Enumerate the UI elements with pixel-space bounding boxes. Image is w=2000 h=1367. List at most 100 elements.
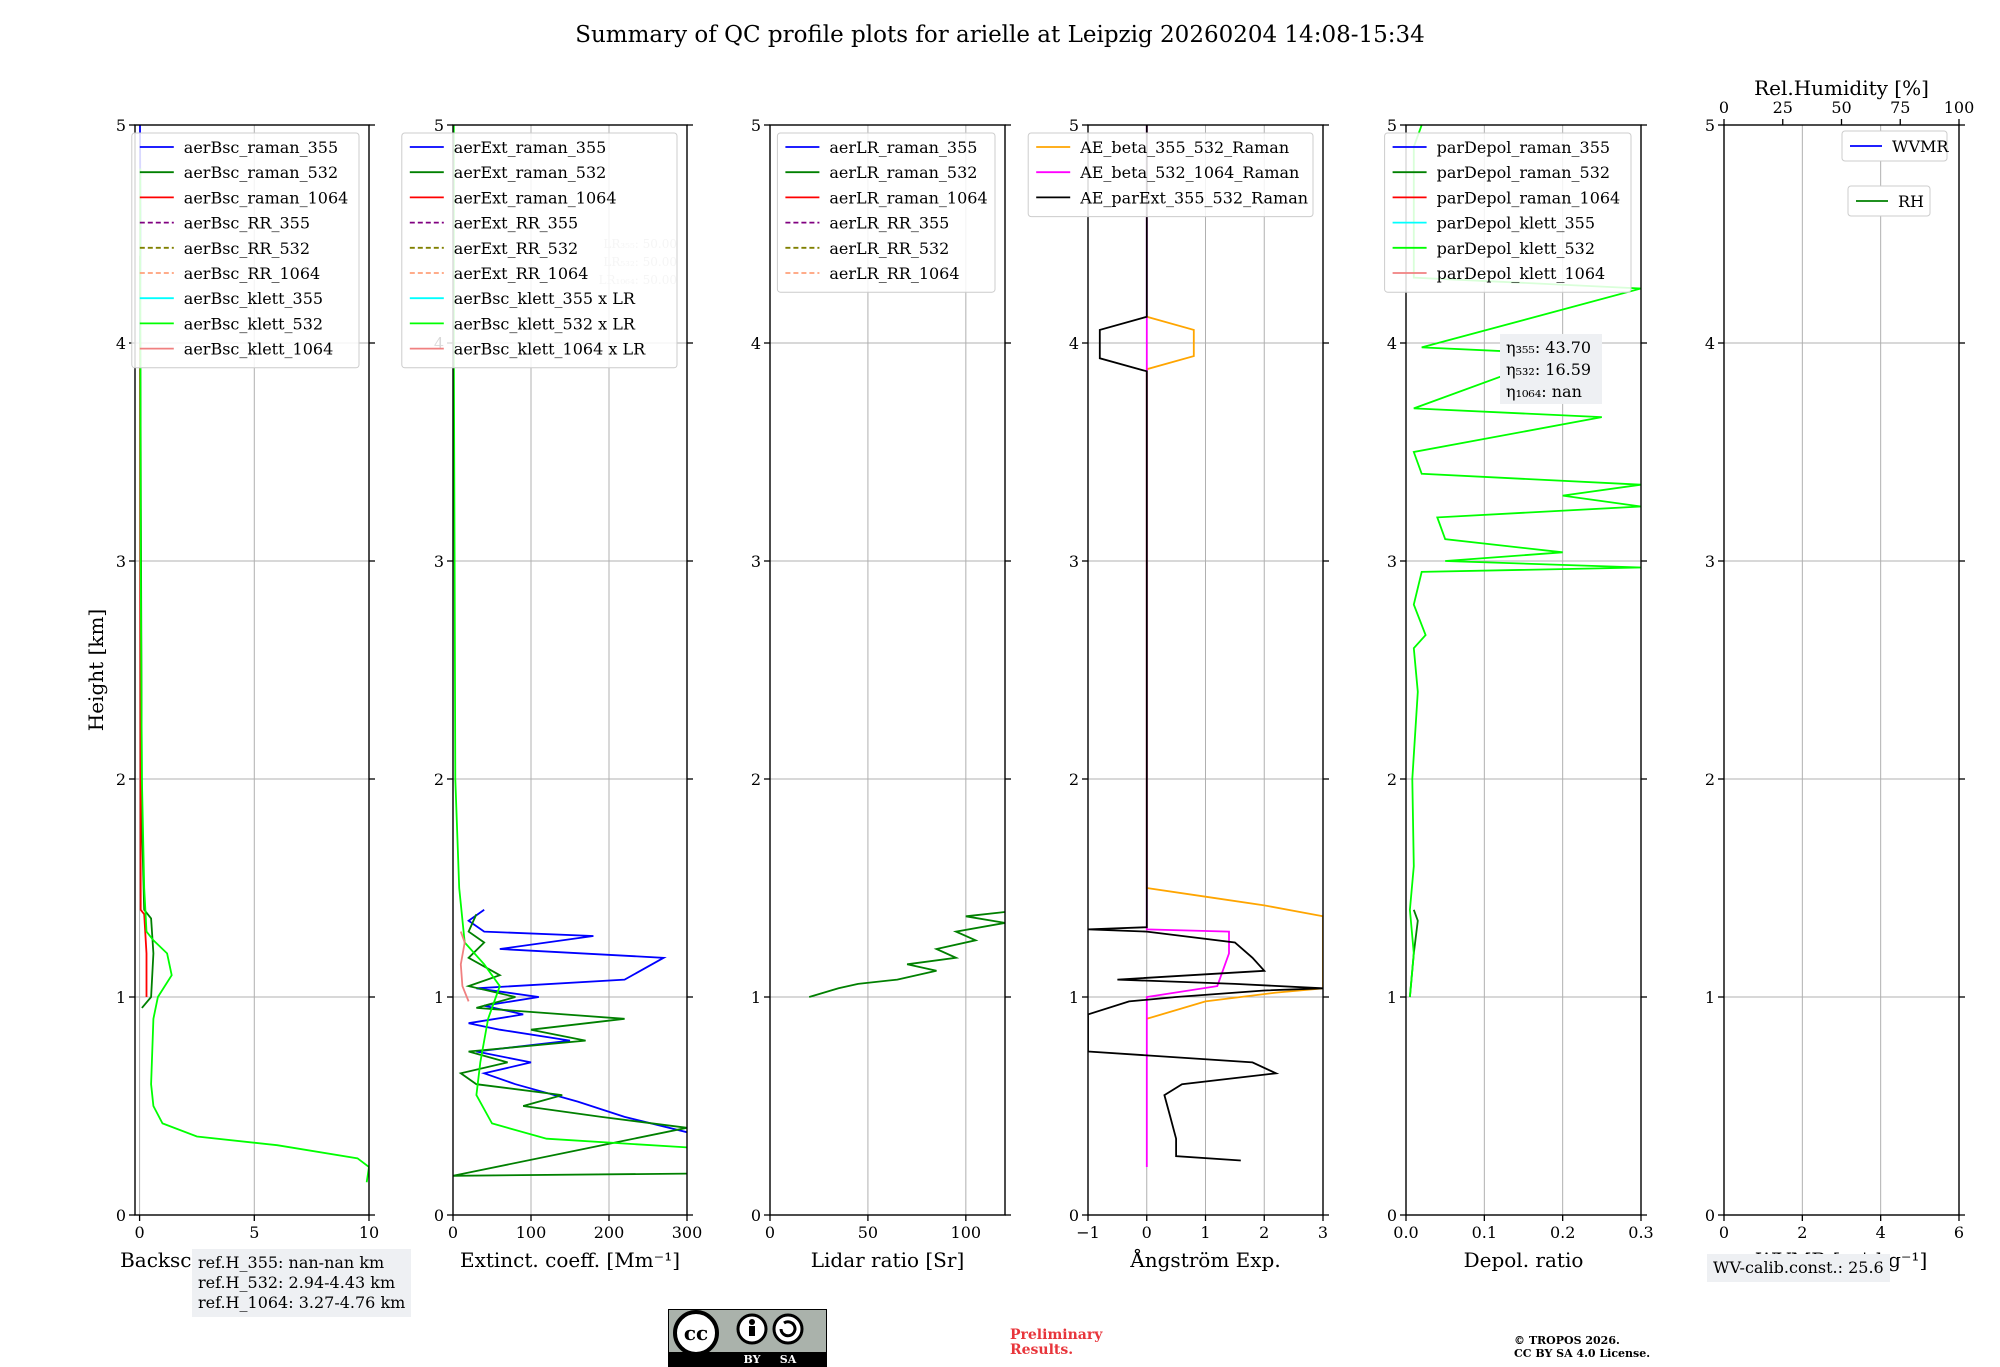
legend-label: aerLR_RR_1064 (829, 264, 959, 283)
x-tick-label: 300 (672, 1223, 703, 1242)
eta-line: η₅₃₂: 16.59 (1506, 360, 1591, 379)
x-axis-label: Ångström Exp. (1129, 1247, 1280, 1272)
legend-label: aerExt_raman_355 (454, 138, 607, 157)
legend-label: aerExt_RR_355 (454, 214, 578, 233)
eta-line: η₁₀₆₄: nan (1506, 382, 1582, 401)
y-tick-label: 5 (1069, 116, 1079, 135)
legend-backscatter: aerBsc_raman_355 aerBsc_raman_532 aerBsc_r… (131, 132, 360, 369)
x-tick-label: 10 (359, 1223, 379, 1242)
eta-line: η₃₅₅: 43.70 (1506, 338, 1591, 357)
legend-angstrom: AE_beta_355_532_Raman AE_beta_532_1064_Ra… (1027, 132, 1314, 218)
y-tick-label: 1 (1387, 988, 1397, 1007)
legend-label: parDepol_raman_532 (1437, 163, 1610, 182)
y-tick-label: 0 (751, 1206, 761, 1225)
legend-label: AE_beta_532_1064_Raman (1079, 163, 1299, 182)
legend-label: aerBsc_RR_355 (184, 214, 310, 233)
legend-label: aerExt_raman_1064 (454, 188, 617, 207)
legend-lidar_ratio: aerLR_raman_355 aerLR_raman_532 aerLR_rama… (776, 132, 996, 293)
x-tick-label: 0 (765, 1223, 775, 1242)
x-tick-label: 1 (1200, 1223, 1210, 1242)
series-line-aerBsc_klett_1064 x LR (459, 931, 470, 1002)
y-tick-label: 2 (1705, 770, 1715, 789)
x-tick-label: 0.3 (1628, 1223, 1653, 1242)
series-line-AE_beta_355_532_Raman (1145, 315, 1323, 1020)
y-tick-label: 5 (751, 116, 761, 135)
axes-frame (134, 124, 370, 1216)
copyright-note: © TROPOS 2026. CC BY SA 4.0 License. (1514, 1334, 1651, 1360)
legend-label: parDepol_raman_355 (1437, 138, 1610, 157)
top-x-tick-label: 100 (1944, 98, 1975, 117)
legend-label: aerExt_RR_1064 (454, 264, 589, 283)
preliminary-note: Preliminary Results. (1010, 1327, 1103, 1358)
y-tick-label: 0 (1387, 1206, 1397, 1225)
x-axis-label: Extinct. coeff. [Mm⁻¹] (460, 1248, 680, 1272)
y-tick-label: 3 (1069, 552, 1079, 571)
y-tick-label: 2 (1069, 770, 1079, 789)
x-axis-label: Lidar ratio [Sr] (811, 1248, 965, 1272)
figure-title: Summary of QC profile plots for arielle … (575, 22, 1425, 48)
legend-label: aerBsc_klett_532 x LR (454, 314, 636, 333)
legend-WVMR: WVMR (1841, 130, 1949, 162)
legend-label: aerBsc_raman_532 (184, 163, 338, 182)
legend-label: aerExt_RR_532 (454, 239, 578, 258)
panel-wvmr: 0246012345WVMR [g * kg⁻¹]0255075100Rel.H… (1705, 76, 1974, 1272)
eta-annotation: η₃₅₅: 43.70 η₅₃₂: 16.59 η₁₀₆₄: nan (1500, 334, 1602, 404)
ref-height-532: ref.H_532: 2.94-4.43 km (198, 1273, 396, 1292)
y-tick-label: 5 (1705, 116, 1715, 135)
x-tick-label: 0 (134, 1223, 144, 1242)
legend-label: WVMR (1892, 137, 1949, 156)
x-axis-label: Depol. ratio (1464, 1248, 1584, 1272)
x-tick-label: −1 (1076, 1223, 1100, 1242)
legend-label: aerBsc_raman_1064 (184, 188, 349, 207)
y-tick-label: 4 (116, 334, 126, 353)
series-line-aerBsc_klett_532 x LR (453, 125, 687, 1149)
x-tick-label: 2 (1797, 1223, 1807, 1242)
legend-label: AE_beta_355_532_Raman (1079, 138, 1289, 157)
top-x-tick-label: 0 (1719, 98, 1729, 117)
x-tick-label: 200 (594, 1223, 625, 1242)
top-x-tick-label: 25 (1773, 98, 1793, 117)
legend-label: aerBsc_RR_532 (184, 239, 310, 258)
y-tick-label: 3 (751, 552, 761, 571)
y-tick-label: 0 (116, 1206, 126, 1225)
panel-lidar_ratio: 0 50 100 0 1 2 3 4 5 Lidar ratio [Sr] aerLR_raman_… (751, 116, 1011, 1272)
legend-label: aerLR_RR_532 (829, 239, 949, 258)
legend-label: aerBsc_RR_1064 (184, 264, 320, 283)
cc-by-sa-logo: cc BY SA (668, 1309, 827, 1367)
series-line-parDepol_klett_532 (1408, 125, 1641, 998)
legend-label: aerBsc_raman_355 (184, 138, 338, 157)
y-tick-label: 2 (751, 770, 761, 789)
series-line-aerLR_raman_532 (808, 911, 1005, 998)
legend-RH: RH (1847, 185, 1931, 217)
x-tick-label: 100 (516, 1223, 547, 1242)
x-tick-label: 100 (951, 1223, 982, 1242)
x-tick-label: 6 (1954, 1223, 1964, 1242)
legend-label: aerBsc_klett_532 (184, 314, 323, 333)
top-x-tick-label: 75 (1890, 98, 1910, 117)
panel-extinction: 0100200300012345Extinct. coeff. [Mm⁻¹]LR… (401, 116, 703, 1272)
wv-calib-box: WV-calib.const.: 25.6 (1707, 1254, 1890, 1282)
series-line-AE_beta_532_1064_Raman (1145, 125, 1230, 1167)
y-tick-label: 0 (1069, 1206, 1079, 1225)
axes-frame (452, 124, 688, 1216)
y-tick-label: 4 (1705, 334, 1715, 353)
ref-height-box: ref.H_355: nan-nan km ref.H_532: 2.94-4.… (192, 1249, 412, 1317)
y-tick-label: 1 (1069, 988, 1079, 1007)
top-axis-label: Rel.Humidity [%] (1754, 76, 1929, 100)
y-tick-label: 5 (434, 116, 444, 135)
ref-height-1064: ref.H_1064: 3.27-4.76 km (198, 1293, 406, 1312)
y-tick-label: 4 (751, 334, 761, 353)
x-tick-label: 0.1 (1472, 1223, 1497, 1242)
y-tick-label: 4 (1069, 334, 1079, 353)
y-tick-label: 2 (434, 770, 444, 789)
y-tick-label: 0 (434, 1206, 444, 1225)
y-axis-label: Height [km] (84, 609, 108, 731)
legend-extinction: aerExt_raman_355 aerExt_raman_532 aerExt_r… (401, 132, 678, 369)
y-tick-label: 1 (434, 988, 444, 1007)
legend-label: parDepol_klett_355 (1437, 214, 1595, 233)
y-tick-label: 5 (1387, 116, 1397, 135)
legend-depol: parDepol_raman_355 parDepol_raman_532 parD… (1384, 132, 1632, 293)
x-tick-label: 5 (249, 1223, 259, 1242)
x-tick-label: 2 (1259, 1223, 1269, 1242)
panel-depol: 0.0 0.1 0.2 0.3 0 1 2 3 4 5 Depol. ratio parDepol_r… (1384, 116, 1654, 1272)
